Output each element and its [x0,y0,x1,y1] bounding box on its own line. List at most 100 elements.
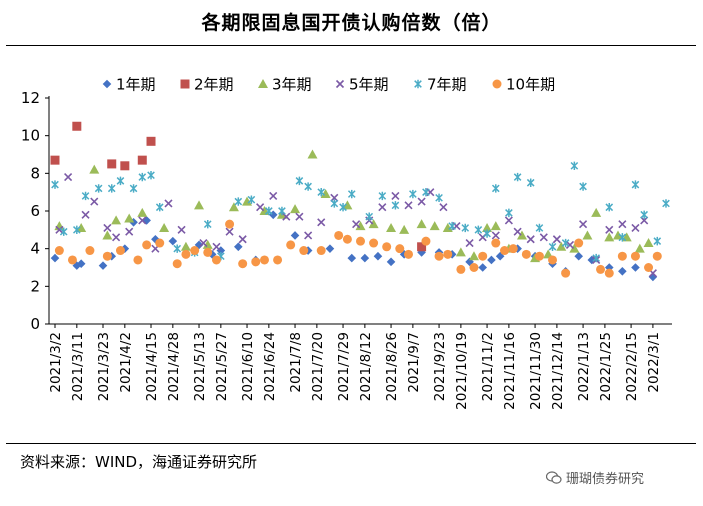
data-point-star [491,184,500,193]
x-tick-label: 2021/4/2 [118,332,134,393]
data-point-star [304,182,312,191]
data-point-x [352,220,361,229]
data-point-star [579,182,587,191]
data-point-diamond [234,242,243,252]
y-tick-label: 0 [30,315,40,333]
x-tick-label: 2021/3/23 [96,332,112,401]
data-point-star [561,238,570,248]
data-point-star [570,161,579,170]
data-point-circle [155,238,165,248]
data-point-triangle [468,251,479,261]
x-tick-label: 2021/5/27 [214,332,230,401]
legend-marker [492,79,502,89]
data-point-triangle [242,196,253,206]
x-tick-label: 2021/8/26 [384,332,400,401]
y-tick-label: 2 [30,277,40,295]
x-tick-label: 2021/11/2 [480,332,496,401]
legend: 1年期 2年期 3年期 5年期 7年期 10年期 [102,76,555,94]
data-point-diamond [168,236,178,246]
data-point-circle [54,246,64,256]
data-point-triangle [124,213,135,223]
data-point-x [605,225,614,234]
data-point-triangle [399,224,410,234]
data-point-circle [133,255,143,265]
data-point-triangle [111,215,122,225]
data-point-triangle [180,241,191,251]
data-point-triangle [342,200,353,210]
data-point-square [417,242,427,252]
data-point-triangle [634,243,645,253]
data-point-x [238,235,247,244]
data-point-diamond [618,266,627,276]
x-tick-label: 2021/11/30 [528,332,544,410]
wechat-icon [546,470,562,484]
data-point-x [55,225,64,234]
data-point-star [448,221,456,231]
data-point-x [491,231,500,240]
data-point-circle [561,268,571,278]
data-point-triangle [307,149,318,159]
x-tick-label: 2021/12/14 [550,332,566,410]
data-point-diamond [216,246,226,255]
x-tick-label: 2021/7/29 [336,332,352,401]
data-point-x [618,220,627,229]
data-point-circle [395,244,405,254]
data-point-diamond [574,251,584,261]
data-point-circle [382,242,392,252]
data-point-circle [342,234,352,244]
data-point-triangle [416,219,427,229]
data-point-star [548,242,557,251]
x-tick-label: 2022/1/25 [598,332,614,401]
data-point-circle [251,257,261,267]
data-point-x [225,227,234,236]
legend-label: 7年期 [427,76,467,94]
data-point-circle [443,249,453,259]
legend-marker [335,79,345,89]
data-point-star [330,199,339,208]
data-point-circle [369,238,379,248]
legend-label: 5年期 [349,76,389,94]
data-point-x [81,210,90,219]
y-tick-label: 12 [21,89,40,107]
data-point-star [618,233,627,242]
data-point-diamond [268,210,278,220]
x-tick-label: 2021/4/28 [166,332,182,401]
data-point-star [526,178,535,187]
source-note: 资料来源：WIND，海通证券研究所 [20,453,258,471]
data-point-circle [102,251,112,261]
data-point-x [269,191,278,200]
data-point-star [483,229,491,238]
data-point-star [147,171,155,180]
x-tick-label: 2021/8/12 [358,332,374,401]
data-point-star [513,172,522,182]
data-point-diamond [495,251,505,261]
data-point-star [592,253,601,263]
data-point-circle [596,264,606,274]
data-point-star [129,184,138,193]
data-point-square [146,136,156,146]
data-point-diamond [386,257,396,267]
data-point-x [304,231,313,240]
data-point-star [653,236,662,246]
data-point-circle [356,236,365,246]
x-tick-label: 2021/3/11 [70,332,86,401]
y-tick-label: 4 [30,240,40,258]
data-point-circle [617,251,627,261]
x-tick-label: 2021/11/16 [502,332,518,410]
data-point-circle [85,246,95,256]
data-point-circle [259,255,269,265]
data-point-circle [604,268,614,278]
data-point-triangle [228,202,239,212]
data-point-square [50,155,60,165]
data-point-x [504,216,513,225]
data-point-circle [421,236,431,246]
data-point-circle [630,251,640,261]
data-point-star [203,219,212,229]
data-point-triangle [442,222,453,232]
data-point-x [212,242,221,251]
data-point-diamond [76,259,86,269]
data-point-x [90,197,99,206]
data-point-triangle [290,204,301,214]
x-tick-label: 2021/5/13 [192,332,208,401]
data-point-diamond [478,263,487,272]
